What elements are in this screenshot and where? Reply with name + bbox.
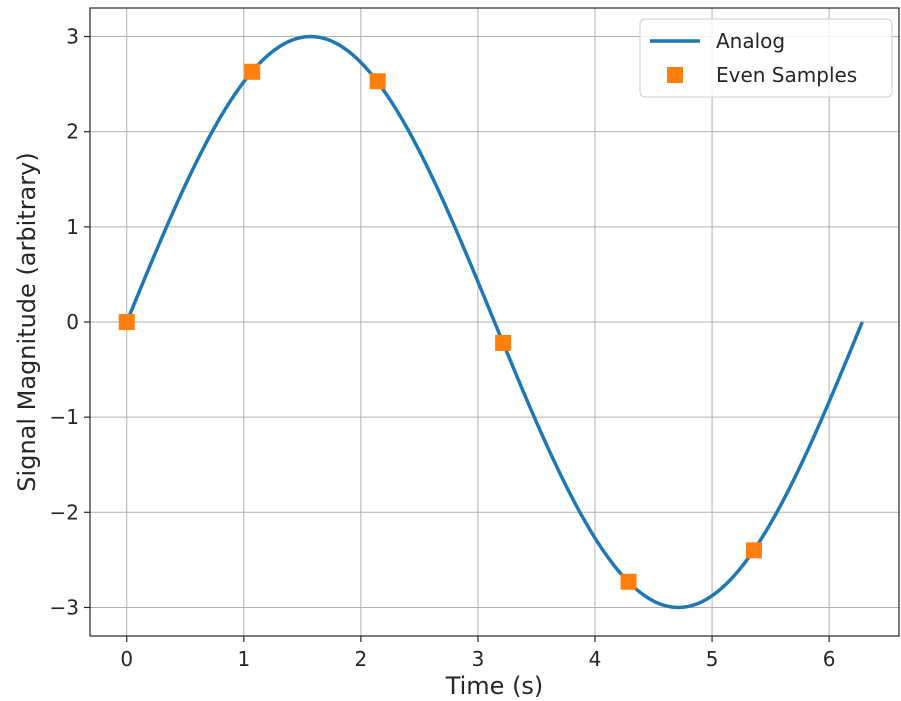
data-point-even-sample — [495, 334, 512, 351]
y-tick-label: −2 — [50, 500, 79, 524]
y-tick-label: 0 — [66, 310, 79, 334]
y-tick-label: −1 — [50, 405, 79, 429]
data-point-even-sample — [244, 63, 261, 80]
data-point-even-sample — [118, 314, 135, 330]
y-tick-label: 1 — [66, 215, 79, 239]
data-point-even-sample — [369, 73, 386, 90]
data-point-even-sample — [746, 542, 763, 559]
x-tick-label: 1 — [237, 647, 250, 671]
data-point-even-sample — [620, 573, 637, 590]
y-tick-label: 3 — [66, 25, 79, 49]
plot-area — [118, 34, 864, 610]
legend-label-analog: Analog — [716, 29, 785, 53]
x-tick-label: 5 — [706, 647, 719, 671]
ticks: 0 1 2 3 4 5 6 −3 −2 −1 0 1 2 3 — [50, 25, 836, 671]
y-tick-label: 2 — [66, 120, 79, 144]
legend-box — [639, 18, 893, 98]
legend: Analog Even Samples — [639, 18, 893, 98]
x-tick-label: 3 — [472, 647, 485, 671]
x-tick-label: 4 — [589, 647, 602, 671]
y-tick-label: −3 — [50, 595, 79, 619]
x-tick-label: 6 — [823, 647, 836, 671]
legend-swatch-even-samples — [667, 67, 683, 83]
y-axis-label: Signal Magnitude (arbitrary) — [13, 152, 41, 491]
x-axis-label: Time (s) — [445, 672, 544, 700]
legend-label-even-samples: Even Samples — [716, 63, 857, 87]
x-tick-label: 2 — [355, 647, 368, 671]
x-tick-label: 0 — [120, 647, 133, 671]
